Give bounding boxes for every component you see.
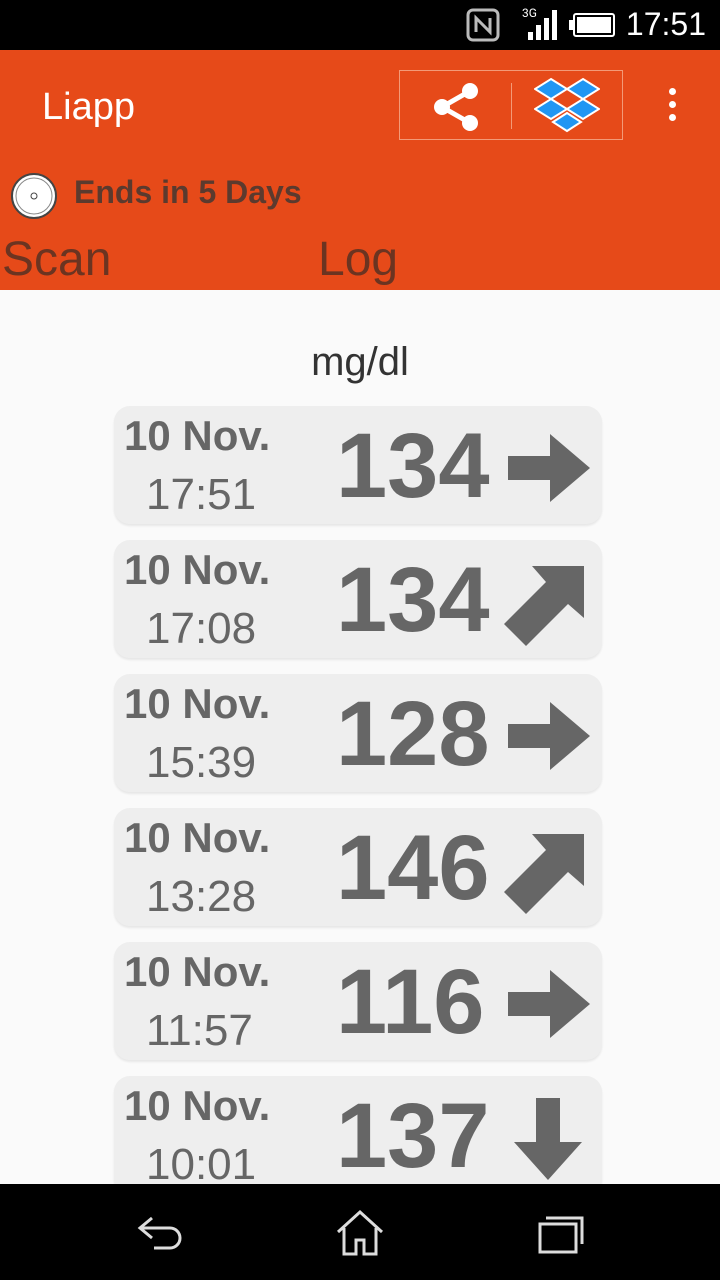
app-bar: Liapp xyxy=(0,50,720,290)
arrow-right-icon xyxy=(508,702,590,770)
signal-icon xyxy=(528,10,557,40)
arrow-up-right-icon xyxy=(504,566,584,646)
reading-card[interactable]: 10 Nov. 10:01 137 xyxy=(114,1076,602,1194)
sensor-icon xyxy=(11,173,57,219)
navigation-bar xyxy=(0,1184,720,1280)
battery-icon xyxy=(569,13,615,37)
app-title: Liapp xyxy=(42,86,135,128)
reading-card[interactable]: 10 Nov. 15:39 128 xyxy=(114,674,602,792)
reading-value: 116 xyxy=(336,951,485,1053)
reading-date: 10 Nov. xyxy=(124,1082,271,1129)
reading-time: 11:57 xyxy=(146,1006,253,1055)
reading-card[interactable]: 10 Nov. 17:51 134 xyxy=(114,406,602,524)
back-icon[interactable] xyxy=(136,1208,186,1258)
network-type-label: 3G xyxy=(522,6,537,20)
dropbox-icon[interactable] xyxy=(534,77,600,135)
arrow-down-icon xyxy=(514,1098,582,1180)
arrow-right-icon xyxy=(508,970,590,1038)
tab-log[interactable]: Log xyxy=(318,233,399,286)
status-time: 17:51 xyxy=(625,6,706,42)
reading-date: 10 Nov. xyxy=(124,680,271,727)
reading-value: 128 xyxy=(336,683,490,785)
reading-card[interactable]: 10 Nov. 13:28 146 xyxy=(114,808,602,926)
reading-time: 15:39 xyxy=(146,738,257,787)
reading-value: 137 xyxy=(336,1085,490,1187)
action-buttons xyxy=(399,70,623,140)
reading-value: 134 xyxy=(336,549,490,651)
reading-value: 146 xyxy=(336,817,490,919)
nfc-icon xyxy=(466,8,500,42)
reading-time: 13:28 xyxy=(146,872,257,921)
reading-value: 134 xyxy=(336,415,490,517)
sensor-ends-text: Ends in 5 Days xyxy=(74,174,302,210)
status-bar: 3G 17:51 xyxy=(0,0,720,50)
recent-apps-icon[interactable] xyxy=(536,1208,586,1258)
unit-label: mg/dl xyxy=(311,340,409,384)
home-icon[interactable] xyxy=(334,1208,386,1258)
action-divider xyxy=(511,83,512,129)
reading-time: 10:01 xyxy=(146,1140,257,1189)
tab-scan[interactable]: Scan xyxy=(2,233,112,286)
arrow-right-icon xyxy=(508,434,590,502)
reading-date: 10 Nov. xyxy=(124,412,271,459)
reading-date: 10 Nov. xyxy=(124,546,271,593)
arrow-up-right-icon xyxy=(504,834,584,914)
reading-time: 17:08 xyxy=(146,604,257,653)
reading-card[interactable]: 10 Nov. 17:08 134 xyxy=(114,540,602,658)
reading-time: 17:51 xyxy=(146,470,257,519)
reading-date: 10 Nov. xyxy=(124,814,271,861)
more-vertical-icon[interactable] xyxy=(662,88,682,128)
reading-date: 10 Nov. xyxy=(124,948,271,995)
reading-card[interactable]: 10 Nov. 11:57 116 xyxy=(114,942,602,1060)
share-icon[interactable] xyxy=(428,79,484,135)
